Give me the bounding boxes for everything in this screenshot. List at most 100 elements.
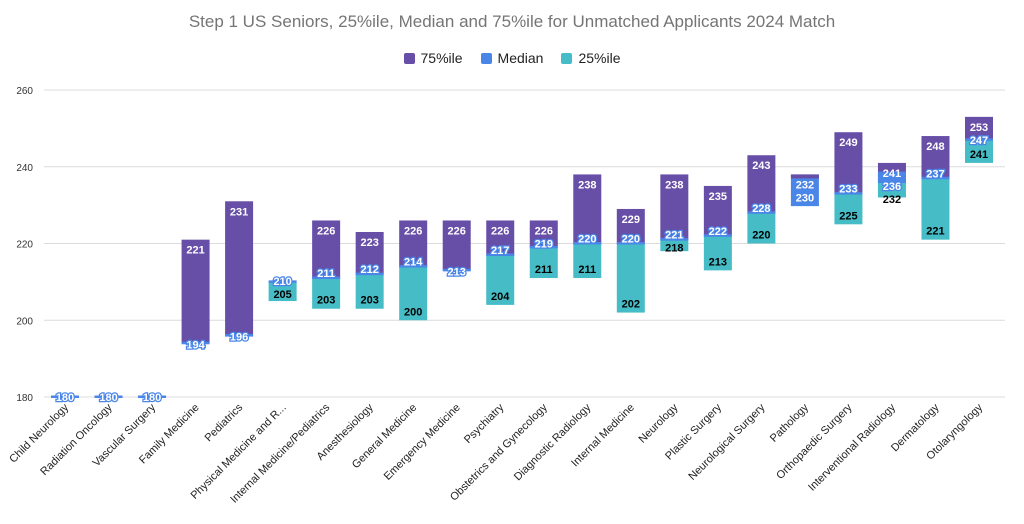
bar-75ile [355,231,384,275]
bar-25ile [747,212,776,244]
bar-median [921,176,950,180]
label-25ile: 241 [970,149,988,161]
bar-median [790,174,819,206]
label-25ile: 211 [578,264,596,276]
bar-75ile [747,155,776,213]
bar-median [486,253,515,257]
bar-75ile [181,239,210,344]
bar-75ile [573,174,602,244]
label-median: 221 [665,230,683,242]
label-median: 237 [926,168,944,180]
label-median: 213 [448,266,466,278]
label-median: 196 [230,332,248,344]
label-75ile: 226 [404,225,422,237]
label-75ile: 226 [448,225,466,237]
x-tick-label: Diagnostic Radiology [512,401,594,483]
bar-75ile [660,174,689,240]
label-75ile: 235 [709,191,727,203]
label-75ile: 223 [360,237,378,249]
bar-median [877,171,906,184]
label-median: 210 [273,276,291,288]
label-75ile: 226 [535,225,553,237]
bar-75ile [790,174,819,179]
bar-25ile [529,247,558,279]
bar-25ile [965,139,993,163]
label-75ile: 249 [839,137,857,149]
bar-75ile [834,132,863,194]
label-median: 220 [622,234,640,246]
bar-median [790,203,819,207]
label-25ile: 203 [360,295,378,307]
bar-median [312,276,341,280]
label-median: 217 [491,245,509,257]
label-25ile: 200 [404,306,422,318]
legend-label: 75%ile [420,50,463,66]
label-median: 247 [970,135,988,147]
bar-median [268,280,297,283]
bar-median [660,238,689,241]
bar-median [616,242,645,245]
bar-median [834,192,863,195]
label-median: 180 [143,392,161,404]
bar-75ile [529,220,558,248]
bar-75ile [225,201,254,336]
bar-75ile [486,220,515,256]
legend-label: 25%ile [578,50,621,66]
bar-median [529,245,558,249]
bar-median [138,395,167,398]
x-tick-label: Pediatrics [203,401,246,444]
label-75ile: 221 [186,245,204,257]
label-median: 180 [56,392,74,404]
bar-median [703,234,732,237]
label-75ile: 231 [230,206,248,218]
label-median: 233 [839,184,857,196]
y-tick-label: 260 [16,86,33,97]
bar-median [225,334,254,337]
label-25ile: 202 [622,299,640,311]
x-tick-label: Orthopaedic Surgery [774,401,855,482]
bar-25ile [921,178,950,240]
label-75ile: 248 [926,141,944,153]
bar-median [965,138,993,141]
label-median: 212 [360,264,378,276]
legend-label: Median [497,50,544,66]
label-25ile: 211 [535,264,553,276]
label-25ile: 221 [926,226,944,238]
bar-25ile [703,235,732,271]
label-median: 219 [535,238,553,250]
x-tick-label: Psychiatry [462,401,507,446]
label-median: 222 [709,226,727,238]
bar-75ile [442,220,471,271]
label-median: 194 [186,339,205,351]
bar-25ile [486,255,515,305]
label-median: 236 [883,181,901,193]
bar-25ile [355,274,384,309]
x-tick-label: Pathology [768,401,811,444]
bar-25ile [877,182,906,198]
bar-75ile [921,136,950,179]
legend-item-median[interactable]: Median [480,50,544,66]
legend-item-25[interactable]: 25%ile [561,50,620,66]
label-25ile: 205 [273,289,291,301]
label-75ile: 232 [796,179,814,191]
label-25ile: 220 [752,230,770,242]
label-75ile: 229 [622,214,640,226]
bar-median [181,341,210,345]
chart-title: Step 1 US Seniors, 25%ile, Median and 75… [188,12,836,31]
label-median: 214 [404,257,423,269]
label-75ile: 226 [491,225,509,237]
bar-median [442,268,471,272]
label-median: 180 [99,392,117,404]
bar-25ile [834,193,863,225]
label-25ile: 204 [491,291,510,303]
bar-median [573,242,602,245]
bar-75ile [703,185,732,236]
x-tick-label: Neurological Surgery [686,401,767,482]
label-75ile: 238 [578,179,596,191]
label-median: 220 [578,234,596,246]
label-25ile: 213 [709,256,727,268]
bar-25ile [573,243,602,279]
legend-item-75[interactable]: 75%ile [403,50,463,66]
